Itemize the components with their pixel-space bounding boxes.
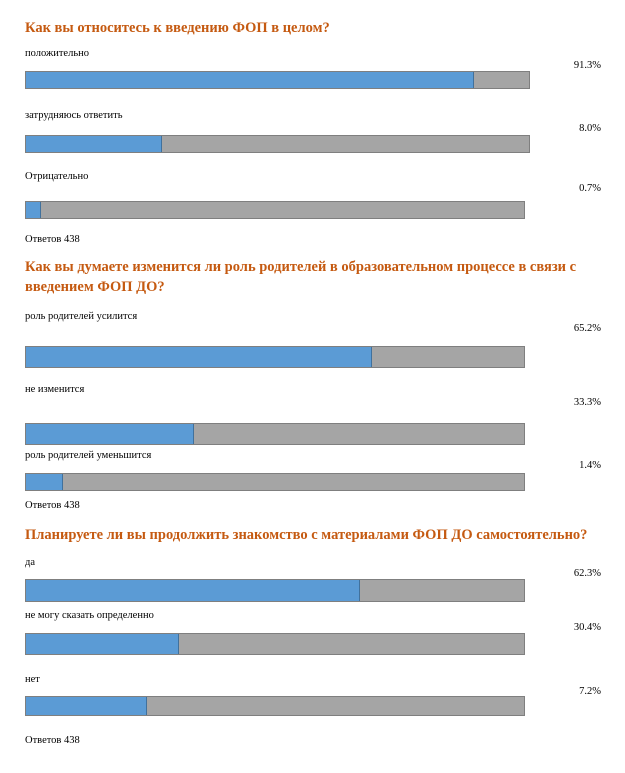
bar-track: [25, 633, 525, 655]
question-title-1: Как вы относитесь к введению ФОП в целом…: [25, 20, 330, 36]
bar-track: [25, 423, 525, 445]
option-label: затрудняюсь ответить: [25, 110, 123, 121]
question-title-2: Как вы думаете изменится ли роль родител…: [25, 259, 577, 295]
percent-label: 30.4%: [573, 622, 601, 633]
option-label: не изменится: [25, 384, 85, 395]
bar-fill: [26, 697, 147, 715]
option-label: не могу сказать определенно: [25, 610, 154, 621]
bar-fill: [26, 424, 194, 444]
option-label: роль родителей усилится: [25, 311, 138, 322]
bar-fill: [26, 202, 41, 218]
bar-fill: [26, 580, 360, 601]
option-label: положительно: [25, 48, 89, 59]
option-label: да: [25, 557, 36, 568]
bar-track: [25, 135, 530, 153]
bar-track: [25, 473, 525, 491]
bar-track: [25, 346, 525, 368]
percent-label: 1.4%: [579, 460, 601, 471]
option-label: Отрицательно: [25, 171, 89, 182]
option-label: роль родителей уменьшится: [25, 450, 152, 461]
bar-track: [25, 201, 525, 219]
bar-fill: [26, 136, 162, 152]
percent-label: 8.0%: [579, 123, 601, 134]
question-title-3: Планируете ли вы продолжить знакомство с…: [25, 527, 588, 543]
percent-label: 0.7%: [579, 183, 601, 194]
bar-track: [25, 696, 525, 716]
percent-label: 65.2%: [573, 323, 601, 334]
answers-count: Ответов 438: [25, 735, 80, 746]
bar-fill: [26, 474, 63, 490]
answers-count: Ответов 438: [25, 234, 80, 245]
answers-count: Ответов 438: [25, 500, 80, 511]
bar-track: [25, 579, 525, 602]
bar-fill: [26, 347, 372, 367]
percent-label: 91.3%: [573, 60, 601, 71]
bar-fill: [26, 634, 179, 654]
bar-fill: [26, 72, 474, 88]
option-label: нет: [25, 674, 40, 685]
percent-label: 33.3%: [573, 397, 601, 408]
percent-label: 7.2%: [579, 686, 601, 697]
bar-track: [25, 71, 530, 89]
percent-label: 62.3%: [573, 568, 601, 579]
